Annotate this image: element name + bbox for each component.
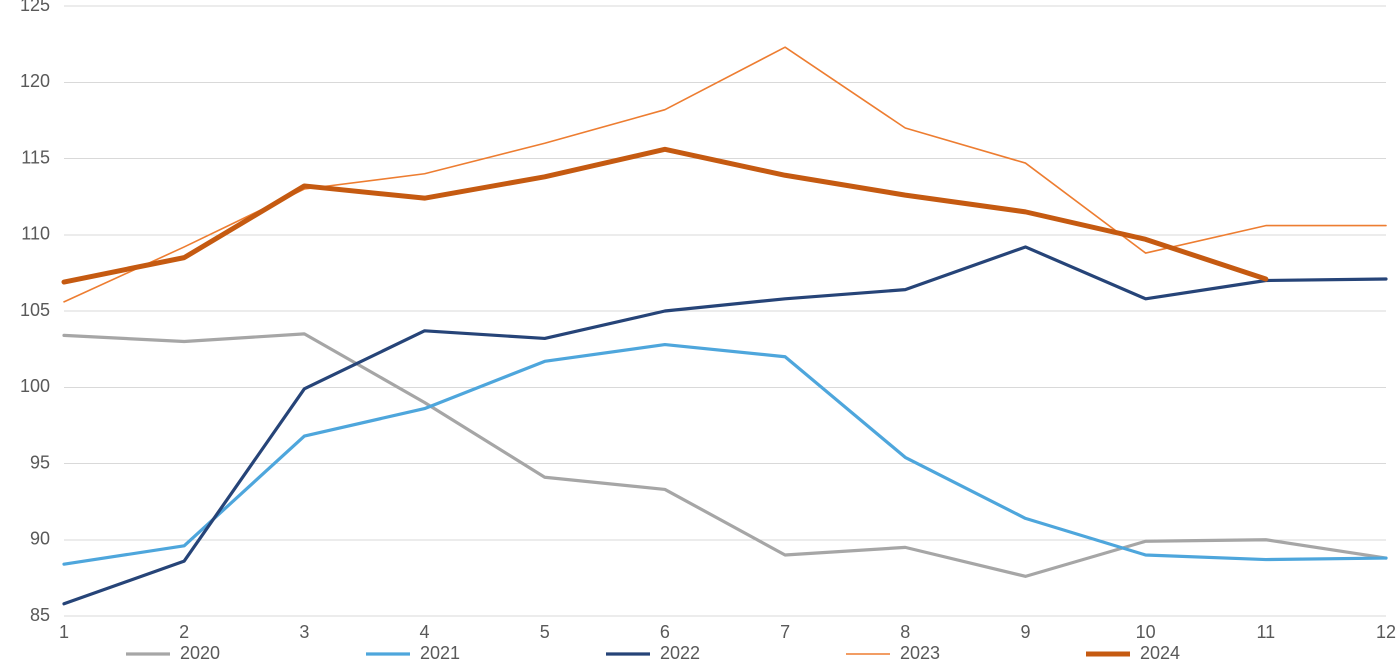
chart-background bbox=[0, 0, 1400, 670]
x-axis-label: 11 bbox=[1256, 622, 1275, 642]
legend-label: 2020 bbox=[180, 643, 220, 663]
x-axis-label: 7 bbox=[780, 622, 790, 642]
legend-label: 2023 bbox=[900, 643, 940, 663]
x-axis-label: 3 bbox=[299, 622, 309, 642]
y-axis-label: 125 bbox=[20, 0, 50, 15]
y-axis-label: 115 bbox=[21, 147, 50, 167]
x-axis-label: 10 bbox=[1136, 622, 1156, 642]
x-axis-label: 12 bbox=[1376, 622, 1396, 642]
y-axis-label: 110 bbox=[21, 224, 50, 244]
y-axis-label: 90 bbox=[30, 529, 50, 549]
legend-label: 2024 bbox=[1140, 643, 1180, 663]
line-chart: 8590951001051101151201251234567891011122… bbox=[0, 0, 1400, 670]
x-axis-label: 1 bbox=[59, 622, 69, 642]
legend-label: 2021 bbox=[420, 643, 460, 663]
legend-label: 2022 bbox=[660, 643, 700, 663]
x-axis-label: 6 bbox=[660, 622, 670, 642]
chart-svg: 8590951001051101151201251234567891011122… bbox=[0, 0, 1400, 670]
x-axis-label: 5 bbox=[540, 622, 550, 642]
y-axis-label: 100 bbox=[20, 376, 50, 396]
y-axis-label: 120 bbox=[20, 71, 50, 91]
x-axis-label: 4 bbox=[420, 622, 430, 642]
x-axis-label: 9 bbox=[1020, 622, 1030, 642]
x-axis-label: 2 bbox=[179, 622, 189, 642]
y-axis-label: 85 bbox=[30, 605, 50, 625]
x-axis-label: 8 bbox=[900, 622, 910, 642]
y-axis-label: 105 bbox=[20, 300, 50, 320]
y-axis-label: 95 bbox=[30, 452, 50, 472]
